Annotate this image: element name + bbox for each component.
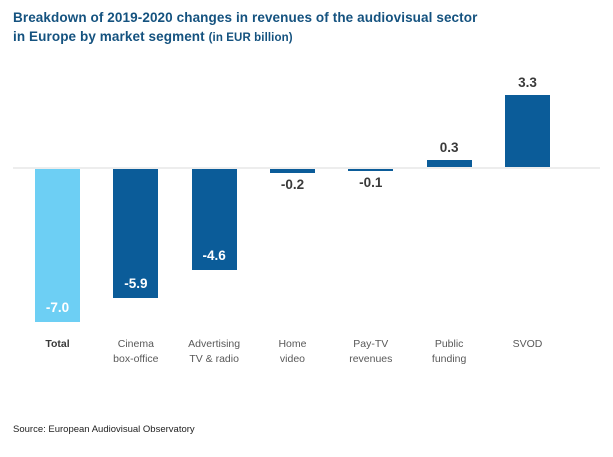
value-label-cinema-box-office: -5.9	[124, 275, 148, 291]
category-label-public-funding: Public funding	[431, 338, 467, 365]
chart-title-line2: in Europe by market segment	[13, 29, 205, 44]
category-label-home-video: Home video	[278, 338, 307, 365]
value-label-svod: 3.3	[518, 74, 537, 90]
value-label-home-video: -0.2	[280, 177, 305, 193]
value-label-total: -7.0	[45, 300, 70, 316]
bar-advertising-tv-radio	[191, 169, 237, 270]
value-label-pay-tv-revenues: -0.1	[359, 175, 383, 191]
bar-public-funding	[426, 160, 472, 167]
category-label-total: Total	[45, 338, 70, 350]
source-note: Source: European Audiovisual Observatory	[13, 424, 195, 435]
value-label-advertising-tv-radio: -4.6	[202, 247, 226, 263]
bar-home-video	[269, 169, 315, 174]
chart-title: Breakdown of 2019-2020 changes in revenu…	[13, 8, 477, 48]
category-label-cinema-box-office: Cinema box-office	[113, 338, 159, 365]
bar-cinema-box-office	[113, 169, 159, 298]
category-label-pay-tv-revenues: Pay-TV revenues	[349, 338, 393, 365]
bar-total	[35, 169, 80, 323]
bar-pay-tv-revenues	[348, 169, 394, 172]
bar-svod	[504, 94, 550, 167]
category-label-svod: SVOD	[512, 338, 543, 350]
chart-unit-note: (in EUR billion)	[208, 32, 293, 44]
chart-title-line1: Breakdown of 2019-2020 changes in revenu…	[13, 10, 478, 25]
zero-axis-line	[13, 167, 600, 169]
category-label-advertising-tv-radio: Advertising TV & radio	[188, 338, 241, 365]
value-label-public-funding: 0.3	[439, 140, 459, 156]
